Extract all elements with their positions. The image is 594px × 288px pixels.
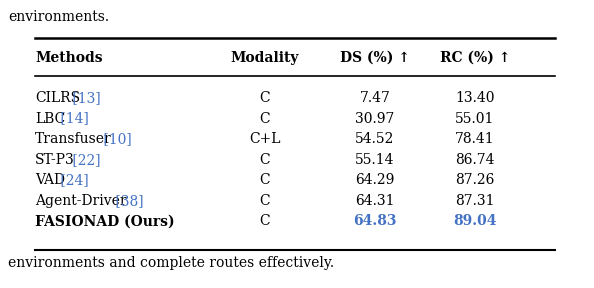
Text: DS (%) ↑: DS (%) ↑ [340, 51, 410, 65]
Text: 86.74: 86.74 [455, 153, 495, 167]
Text: C: C [260, 194, 270, 208]
Text: RC (%) ↑: RC (%) ↑ [440, 51, 510, 65]
Text: 64.29: 64.29 [355, 173, 394, 187]
Text: C: C [260, 215, 270, 228]
Text: 55.01: 55.01 [456, 111, 495, 126]
Text: 64.83: 64.83 [353, 215, 397, 228]
Text: CILRS: CILRS [35, 91, 80, 105]
Text: Modality: Modality [230, 51, 299, 65]
Text: [13]: [13] [68, 91, 101, 105]
Text: VAD: VAD [35, 173, 65, 187]
Text: 78.41: 78.41 [455, 132, 495, 146]
Text: environments.: environments. [8, 10, 109, 24]
Text: 54.52: 54.52 [355, 132, 394, 146]
Text: 13.40: 13.40 [455, 91, 495, 105]
Text: 87.26: 87.26 [456, 173, 495, 187]
Text: [10]: [10] [99, 132, 132, 146]
Text: FASIONAD (Ours): FASIONAD (Ours) [35, 215, 175, 228]
Text: [38]: [38] [112, 194, 144, 208]
Text: LBC: LBC [35, 111, 65, 126]
Text: environments and complete routes effectively.: environments and complete routes effecti… [8, 256, 334, 270]
Text: 87.31: 87.31 [455, 194, 495, 208]
Text: C: C [260, 173, 270, 187]
Text: [22]: [22] [68, 153, 100, 167]
Text: 89.04: 89.04 [453, 215, 497, 228]
Text: Methods: Methods [35, 51, 103, 65]
Text: 55.14: 55.14 [355, 153, 395, 167]
Text: 30.97: 30.97 [355, 111, 394, 126]
Text: Transfuser: Transfuser [35, 132, 112, 146]
Text: 64.31: 64.31 [355, 194, 395, 208]
Text: C: C [260, 91, 270, 105]
Text: [24]: [24] [56, 173, 89, 187]
Text: ST-P3: ST-P3 [35, 153, 75, 167]
Text: [14]: [14] [56, 111, 89, 126]
Text: Agent-Driver: Agent-Driver [35, 194, 127, 208]
Text: C+L: C+L [249, 132, 281, 146]
Text: C: C [260, 111, 270, 126]
Text: C: C [260, 153, 270, 167]
Text: 7.47: 7.47 [359, 91, 390, 105]
